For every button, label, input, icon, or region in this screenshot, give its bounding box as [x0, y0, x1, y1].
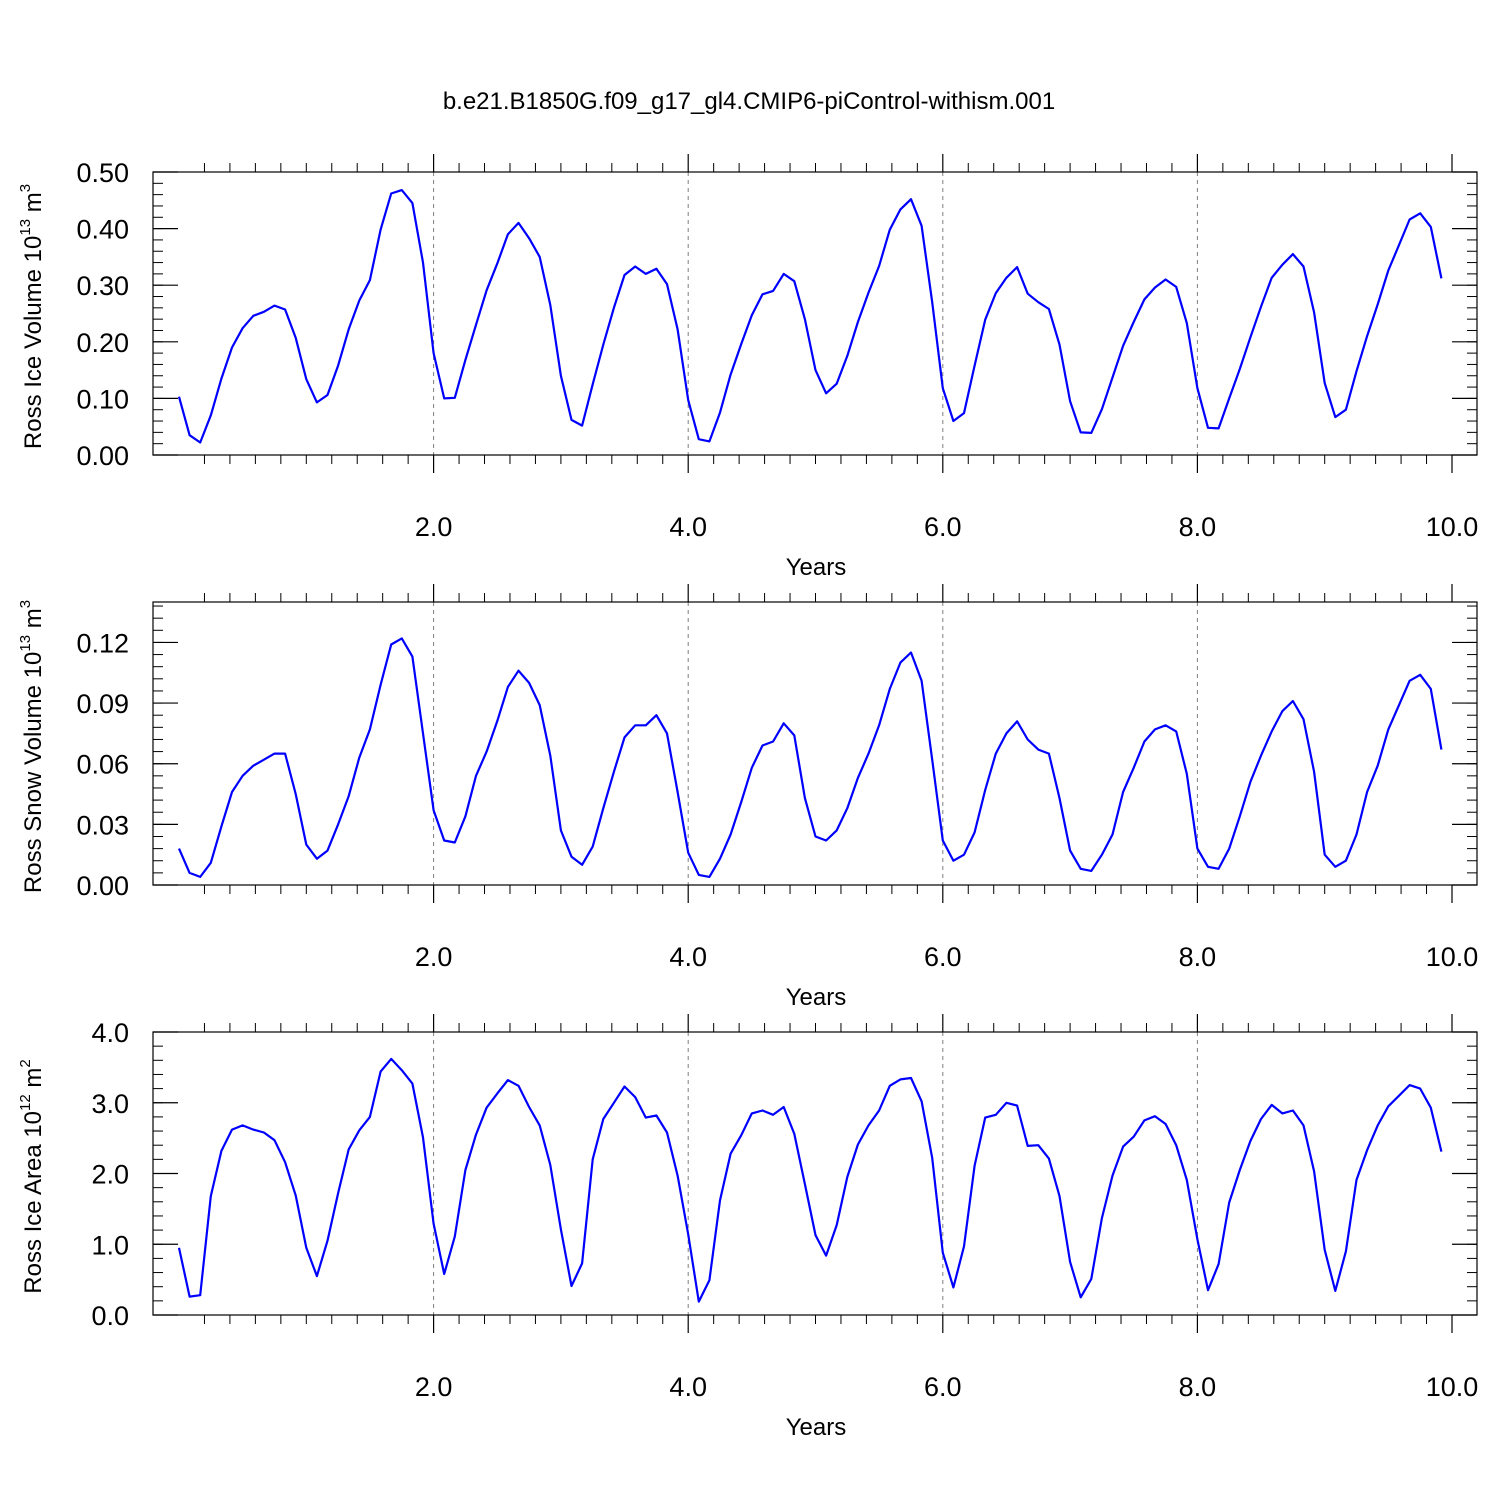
y-axis-label-superscript: 3 — [17, 184, 34, 192]
y-tick-label: 0.00 — [76, 441, 129, 471]
y-axis-label-superscript: 13 — [17, 219, 34, 236]
y-axis-label-text: Ross Snow Volume 10 — [20, 652, 47, 893]
y-axis-label-text: m — [20, 1068, 47, 1095]
y-tick-label: 2.0 — [91, 1160, 129, 1190]
plot-frame — [152, 171, 1478, 456]
y-axis-label-text: Ross Ice Area 10 — [20, 1111, 47, 1294]
panel-ice-area: 2.0 4.0 6.0 8.0 10.0 0.0 1.0 2.0 3.0 4.0 Years Ross… — [17, 1014, 1478, 1441]
y-axis-label: Ross Ice Area 1012 m2 — [17, 1059, 47, 1293]
x-tick-label: 8.0 — [1179, 942, 1217, 972]
x-tick-label: 8.0 — [1179, 512, 1217, 542]
y-axis-label: Ross Ice Volume 1013 m3 — [17, 184, 47, 449]
y-tick-label: 3.0 — [91, 1089, 129, 1119]
x-tick-label: 10.0 — [1426, 512, 1479, 542]
x-tick-label: 6.0 — [924, 512, 962, 542]
x-tick-label: 4.0 — [669, 942, 707, 972]
plot-frame — [152, 1031, 1478, 1316]
y-tick-label: 0.0 — [91, 1301, 129, 1331]
y-axis-label: Ross Snow Volume 1013 m3 — [17, 600, 47, 893]
x-tick-label: 6.0 — [924, 942, 962, 972]
series-line — [177, 1057, 1443, 1303]
y-tick-label: 0.12 — [76, 628, 129, 658]
x-axis-label: Years — [786, 554, 847, 581]
panel-ice-volume: 2.0 4.0 6.0 8.0 10.0 0.00 0.10 0.20 0.30 0.40 0.50… — [17, 154, 1478, 581]
y-tick-label: 0.30 — [76, 271, 129, 301]
series-line — [177, 637, 1443, 879]
y-axis-label-text: m — [20, 192, 47, 219]
x-axis-label: Years — [786, 984, 847, 1011]
y-tick-label: 0.06 — [76, 750, 129, 780]
x-tick-label: 4.0 — [669, 1372, 707, 1402]
y-tick-label: 0.03 — [76, 810, 129, 840]
x-tick-label: 2.0 — [415, 942, 453, 972]
y-tick-label: 0.10 — [76, 384, 129, 414]
y-axis-label-superscript: 2 — [17, 1059, 34, 1067]
panel-snow-volume: 2.0 4.0 6.0 8.0 10.0 0.00 0.03 0.06 0.09 0.12 Year… — [17, 584, 1478, 1011]
y-axis-label-text: m — [20, 608, 47, 635]
x-tick-label: 2.0 — [415, 1372, 453, 1402]
y-tick-label: 0.40 — [76, 215, 129, 245]
y-axis-label-superscript: 12 — [17, 1094, 34, 1111]
y-axis-label-superscript: 13 — [17, 635, 34, 652]
x-tick-label: 10.0 — [1426, 1372, 1479, 1402]
y-tick-label: 1.0 — [91, 1230, 129, 1260]
x-axis-label: Years — [786, 1414, 847, 1441]
y-axis-label-superscript: 3 — [17, 600, 34, 608]
x-tick-label: 8.0 — [1179, 1372, 1217, 1402]
y-tick-label: 0.00 — [76, 871, 129, 901]
x-tick-label: 6.0 — [924, 1372, 962, 1402]
figure-title: b.e21.B1850G.f09_g17_gl4.CMIP6-piControl… — [443, 88, 1055, 115]
x-tick-label: 2.0 — [415, 512, 453, 542]
y-tick-label: 0.09 — [76, 689, 129, 719]
y-tick-label: 4.0 — [91, 1018, 129, 1048]
y-tick-label: 0.20 — [76, 328, 129, 358]
plot-frame — [152, 601, 1478, 886]
series-line — [177, 189, 1443, 444]
y-axis-label-text: Ross Ice Volume 10 — [20, 236, 47, 449]
y-tick-label: 0.50 — [76, 158, 129, 188]
x-tick-label: 10.0 — [1426, 942, 1479, 972]
x-tick-label: 4.0 — [669, 512, 707, 542]
